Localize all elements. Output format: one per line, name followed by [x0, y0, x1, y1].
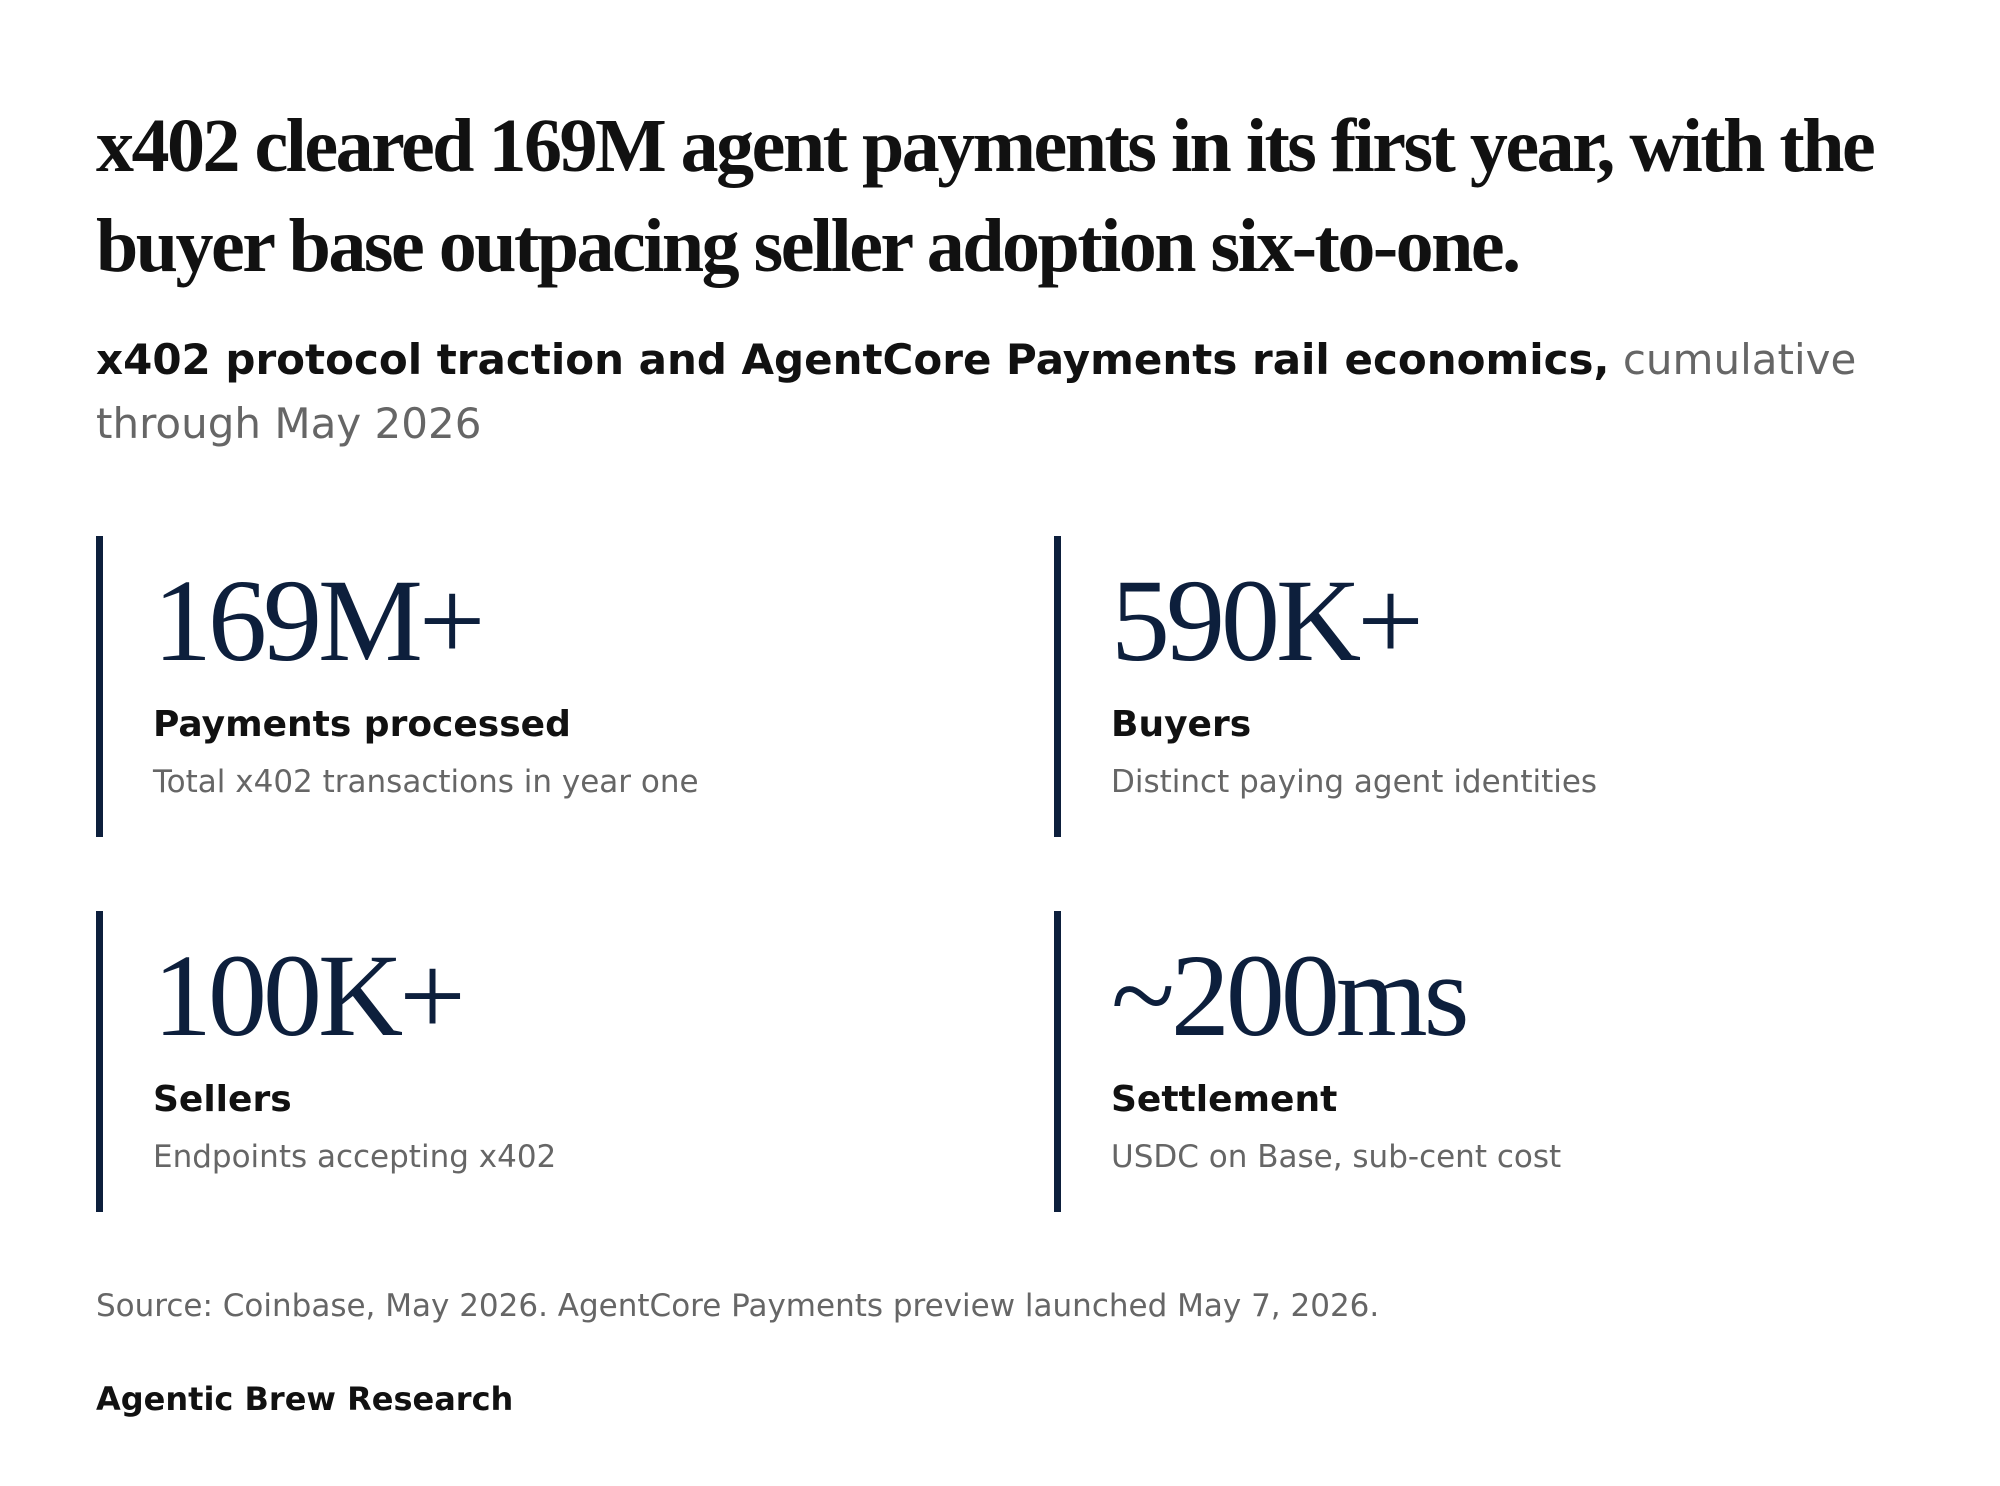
stat-card: 100K+ Sellers Endpoints accepting x402	[96, 911, 1054, 1212]
stat-label: Sellers	[153, 1079, 292, 1120]
stat-card: 169M+ Payments processed Total x402 transa…	[96, 536, 1054, 837]
stat-card: ~200ms Settlement USDC on Base, sub-cent c…	[1054, 911, 1934, 1212]
stat-value: 590K+	[1111, 555, 1424, 686]
stat-value: ~200ms	[1111, 930, 1470, 1061]
stat-description: USDC on Base, sub-cent cost	[1111, 1139, 1562, 1175]
stat-description: Endpoints accepting x402	[153, 1139, 557, 1175]
footer: Agentic Brew Research	[96, 1380, 514, 1418]
stat-card: 590K+ Buyers Distinct paying agent identit…	[1054, 536, 1934, 837]
stat-description: Total x402 transactions in year one	[153, 764, 699, 800]
stat-value: 169M+	[153, 555, 485, 686]
title: x402 cleared 169M agent payments in its …	[96, 104, 1876, 288]
stat-label: Payments processed	[153, 704, 571, 745]
subtitle: x402 protocol traction and AgentCore Pay…	[96, 328, 1896, 456]
stat-label: Buyers	[1111, 704, 1252, 745]
stat-grid: 169M+ Payments processed Total x402 transa…	[96, 536, 1936, 1212]
subtitle-bold: x402 protocol traction and AgentCore Pay…	[96, 335, 1610, 384]
source-note: Source: Coinbase, May 2026. AgentCore Pa…	[96, 1288, 1380, 1324]
stat-value: 100K+	[153, 930, 466, 1061]
stat-label: Settlement	[1111, 1079, 1338, 1120]
stat-description: Distinct paying agent identities	[1111, 764, 1598, 800]
subtitle-rest: cumulative through May 2026	[96, 335, 1857, 448]
